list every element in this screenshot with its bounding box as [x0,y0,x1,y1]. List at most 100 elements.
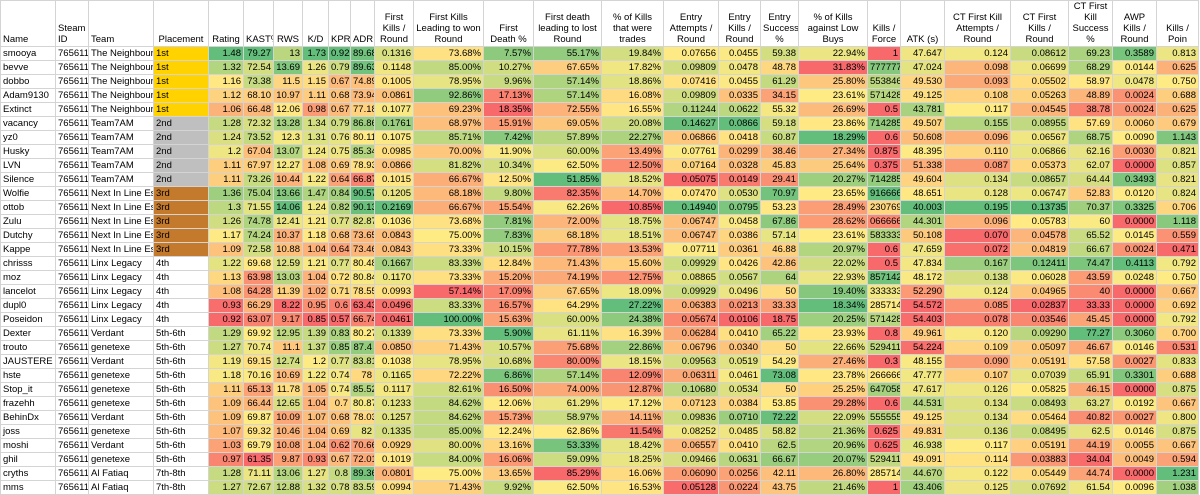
stat-cell: 765611 [55,368,89,383]
stat-cell: 0.155 [944,116,1011,131]
stat-cell: Next In Line Espor [88,186,154,201]
stat-cell: 81.82% [413,158,484,173]
stat-cell: 0.0519 [718,354,761,369]
stat-cell: 1 [867,480,901,495]
player-row: dupl0 765611 Linx Legacy 4th 0.93 66.29 8.22 0.… [0,298,1199,313]
stat-cell: 0.098 [944,60,1011,75]
player-name: Stop_it [0,382,56,397]
stat-cell: 0.3589 [1112,46,1157,61]
stat-cell: 58.97% [533,410,602,425]
stat-cell: 84.00% [413,452,484,467]
stat-cell: 29.28% [798,396,868,411]
player-name: yz0 [0,130,56,145]
stat-cell: 78 [350,368,375,383]
player-row: lancelot 765611 Linx Legacy 4th 1.08 64.28 11.… [0,284,1199,299]
stat-cell: 17.09% [483,284,534,299]
stat-cell: 0.6 [867,130,901,145]
stat-cell: 12.50% [601,158,664,173]
stat-cell: 0.06747 [663,228,719,243]
stat-cell: 0.14940 [663,200,719,215]
stat-cell: 0.1075 [374,130,414,145]
player-row: Stop_it 765611 genetexe 5th-6th 1.11 65.13 11.… [0,382,1199,397]
stat-cell: 80.00% [533,354,602,369]
stat-cell: 765611 [55,214,89,229]
stat-cell: 1.2 [208,144,244,159]
stat-cell: 0.06383 [663,298,719,313]
stat-cell: 0.08252 [663,424,719,439]
stat-cell: 85.00% [413,424,484,439]
stat-cell: 90.13 [350,200,375,215]
stat-cell: 0.0049 [1112,452,1157,467]
stat-cell: 765611 [55,466,89,481]
stat-cell: 0.74 [328,382,351,397]
placement: 3rd [153,186,209,201]
stat-cell: 0.117 [944,438,1011,453]
player-name: mms [0,480,56,495]
stat-cell: Verdant [88,326,154,341]
stat-cell: 59.18 [760,116,799,131]
stat-cell: 58.97 [1068,74,1113,89]
stat-cell: 0.09563 [663,354,719,369]
stat-cell: 33.33 [1068,298,1113,313]
column-header: Name [0,0,56,47]
stat-cell: 73.52 [243,130,274,145]
stat-cell: 0.05464 [1010,410,1069,425]
placement: 4th [153,256,209,271]
stat-cell: 44.531 [900,396,945,411]
stat-cell: 0.0993 [374,284,414,299]
player-name: joss [0,424,56,439]
player-name: dupl0 [0,298,56,313]
stat-cell: 1.04 [302,424,329,439]
stat-cell: 42.11 [760,466,799,481]
stat-cell: 71.43% [533,256,602,271]
column-header: RWS [273,0,303,47]
stat-cell: 0.667 [1156,284,1199,299]
stat-cell: 67.65% [533,284,602,299]
stat-cell: 0.0496 [718,284,761,299]
stat-cell: 69.32 [243,424,274,439]
stat-cell: 66.44 [243,396,274,411]
stat-cell: 23.93% [798,326,868,341]
stat-cell: 16.08% [601,88,664,103]
stat-cell: 765611 [55,424,89,439]
stat-cell: 0.6 [328,298,351,313]
stat-cell: 26666666 [867,368,901,383]
stat-cell: 0.0850 [374,340,414,355]
stat-cell: 1.26 [208,214,244,229]
stat-cell: 71.43% [413,480,484,495]
player-row: JAUSTERE 765611 Verdant 5th-6th 1.19 69.15 12.… [0,354,1199,369]
stat-cell: 55384615 [867,74,901,89]
player-row: vacancy 765611 Team7AM 2nd 1.28 72.32 13.28 1.3… [0,116,1199,131]
stat-cell: 61.11% [533,326,602,341]
stat-cell: 765611 [55,382,89,397]
stat-cell: 1.17 [208,228,244,243]
stat-cell: 0.69 [328,158,351,173]
stat-cell: 0.77 [328,214,351,229]
stat-cell: 72.58 [243,242,274,257]
stat-cell: 18.42% [601,438,664,453]
stat-cell: 0.1233 [374,396,414,411]
stat-cell: 21.36% [798,424,868,439]
stat-cell: 52.83 [1068,186,1113,201]
stat-cell: 68.29 [1068,60,1113,75]
stat-cell: Next In Line Espor [88,214,154,229]
stat-cell: 0.02837 [1010,298,1069,313]
stat-cell: 68.18% [413,186,484,201]
stat-cell: 0.08612 [1010,46,1069,61]
stat-cell: 62.26% [533,200,602,215]
player-row: smooya 765611 The Neighbours 1st 1.48 79.27 13… [0,46,1199,61]
stat-cell: 20.07% [798,452,868,467]
stat-cell: 765611 [55,144,89,159]
stat-cell: 0.679 [1156,116,1199,131]
stat-cell: 0.0426 [718,256,761,271]
stat-cell: 38.78 [1068,102,1113,117]
stat-cell: 14.70% [601,186,664,201]
stat-cell: 23.86% [798,116,868,131]
stat-cell: 0.0384 [718,396,761,411]
player-row: Poseidon 765611 Linx Legacy 4th 0.92 63.07 9.1… [0,312,1199,327]
stat-cell: 57.14% [533,88,602,103]
stat-cell: 1.24 [208,130,244,145]
stat-cell: 7.57% [483,46,534,61]
stat-cell: 0.087 [944,158,1011,173]
